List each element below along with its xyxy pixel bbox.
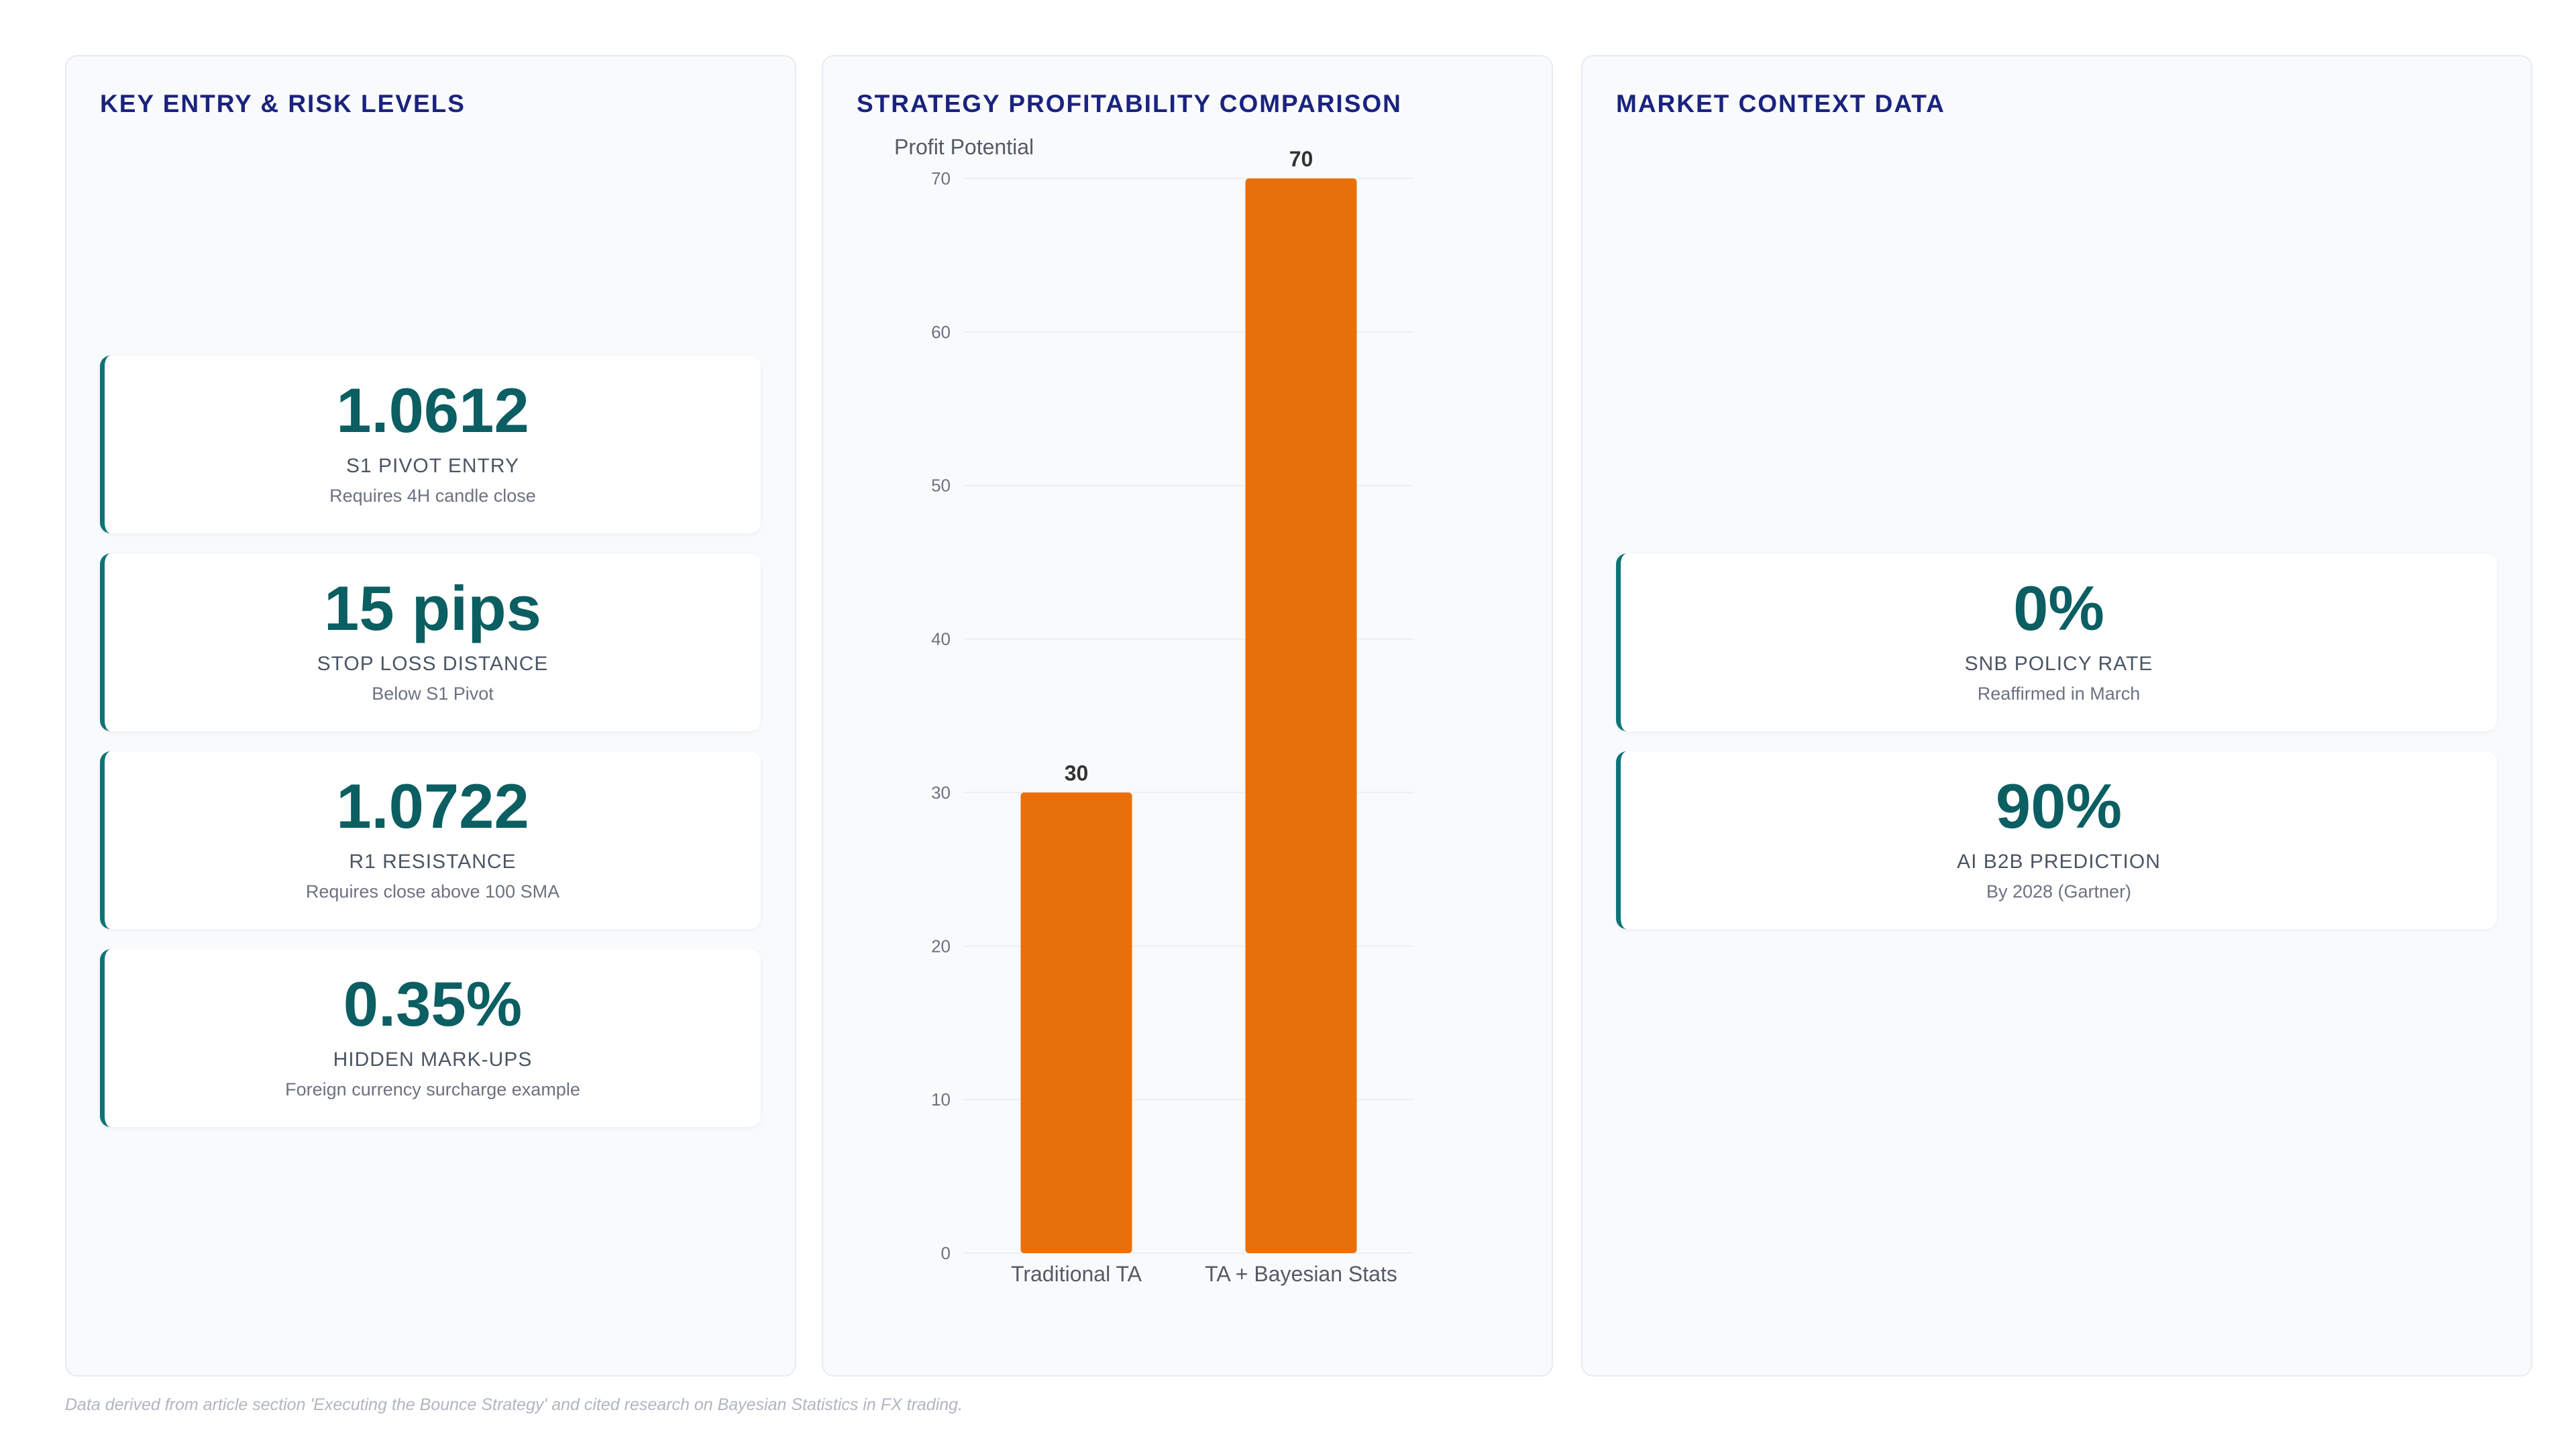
stat-label: SNB POLICY RATE (1964, 653, 2153, 675)
stat-label: HIDDEN MARK-UPS (333, 1049, 533, 1071)
stat-value: 0.35% (343, 969, 523, 1039)
strategy-chart-panel: STRATEGY PROFITABILITY COMPARISON 0 10 20 3… (822, 55, 1553, 1377)
y-axis-label: Profit Potential (894, 135, 1034, 159)
stat-label: STOP LOSS DISTANCE (317, 653, 549, 675)
bar (1020, 792, 1132, 1253)
stat-card-s1-pivot: 1.0612 S1 PIVOT ENTRY Requires 4H candle… (100, 356, 761, 533)
stat-value: 90% (1995, 771, 2123, 841)
bar (1245, 178, 1357, 1253)
x-tick-label: Traditional TA (1011, 1262, 1142, 1286)
stat-subtext: Reaffirmed in March (1977, 684, 2141, 704)
stat-card-stop-loss: 15 pips STOP LOSS DISTANCE Below S1 Pivo… (100, 553, 761, 731)
stat-value: 15 pips (324, 573, 541, 643)
y-tick-label: 50 (931, 476, 951, 496)
source-footnote: Data derived from article section 'Execu… (65, 1395, 963, 1414)
key-levels-panel: KEY ENTRY & RISK LEVELS 1.0612 S1 PIVOT … (65, 55, 796, 1377)
panel-title: KEY ENTRY & RISK LEVELS (100, 90, 466, 117)
y-tick-label: 0 (941, 1243, 951, 1263)
stat-card-r1-resistance: 1.0722 R1 RESISTANCE Requires close abov… (100, 751, 761, 929)
stat-value: 1.0612 (336, 375, 529, 445)
stat-subtext: Requires close above 100 SMA (305, 881, 560, 902)
y-tick-label: 40 (931, 629, 951, 649)
profitability-bar-chart: 0 10 20 30 40 50 60 70 Profit Potential 30 Traditi… (894, 135, 1413, 1286)
stat-card-snb-rate: 0% SNB POLICY RATE Reaffirmed in March (1616, 553, 2497, 731)
stat-card-hidden-markups: 0.35% HIDDEN MARK-UPS Foreign currency s… (100, 949, 761, 1127)
y-tick-label: 30 (931, 782, 951, 802)
stat-label: S1 PIVOT ENTRY (346, 455, 519, 477)
stat-subtext: Requires 4H candle close (329, 486, 536, 506)
x-tick-label: TA + Bayesian Stats (1205, 1262, 1397, 1286)
bar-data-label: 70 (1289, 147, 1313, 171)
stat-subtext: Below S1 Pivot (372, 684, 494, 704)
stat-card-ai-prediction: 90% AI B2B PREDICTION By 2028 (Gartner) (1616, 751, 2497, 929)
panel-title: STRATEGY PROFITABILITY COMPARISON (857, 90, 1402, 117)
stat-label: AI B2B PREDICTION (1957, 851, 2161, 873)
stat-subtext: Foreign currency surcharge example (285, 1079, 580, 1099)
y-tick-label: 60 (931, 322, 951, 342)
bar-data-label: 30 (1065, 761, 1089, 785)
market-context-panel: MARKET CONTEXT DATA 0% SNB POLICY RATE R… (1581, 55, 2532, 1377)
stat-value: 1.0722 (336, 771, 529, 841)
stat-label: R1 RESISTANCE (349, 851, 517, 873)
stat-subtext: By 2028 (Gartner) (1986, 881, 2132, 902)
y-tick-label: 10 (931, 1089, 951, 1110)
y-tick-label: 20 (931, 936, 951, 956)
stat-value: 0% (2013, 573, 2104, 643)
y-tick-label: 70 (931, 168, 951, 189)
panel-title: MARKET CONTEXT DATA (1616, 90, 1945, 117)
